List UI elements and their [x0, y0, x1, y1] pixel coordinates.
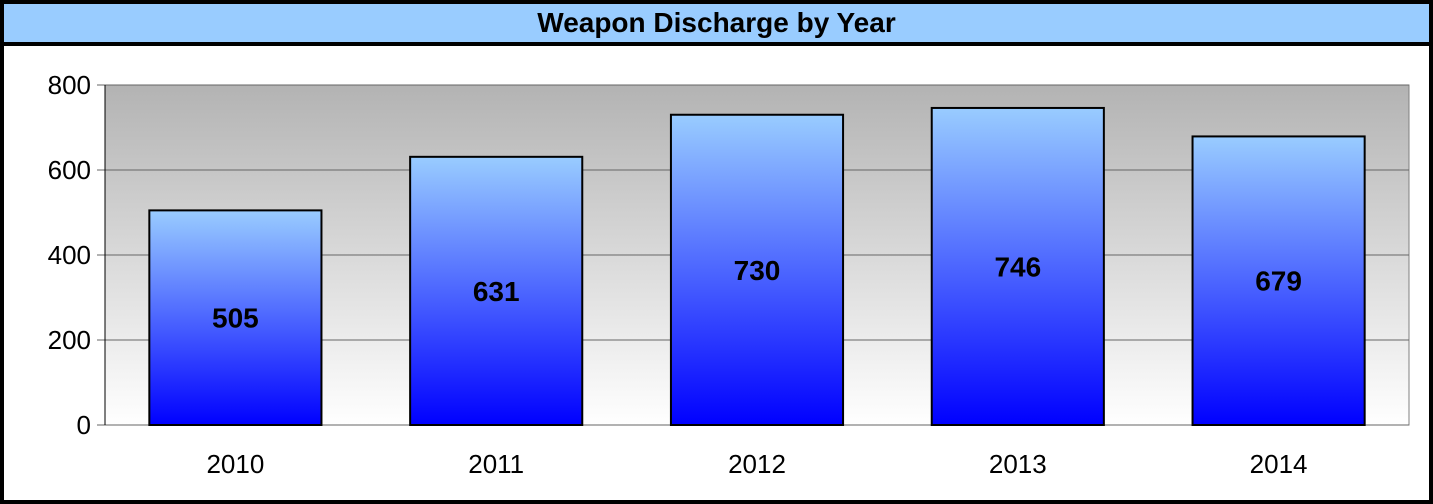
bar [409, 155, 584, 426]
x-tick-label: 2014 [1250, 449, 1308, 479]
x-tick-label: 2013 [989, 449, 1047, 479]
x-tick-label: 2012 [728, 449, 786, 479]
chart-title: Weapon Discharge by Year [4, 4, 1429, 46]
data-label: 746 [994, 251, 1041, 282]
y-tick-label: 0 [77, 410, 91, 440]
bar [930, 106, 1105, 426]
x-tick-label: 2010 [206, 449, 264, 479]
data-label: 679 [1255, 266, 1302, 297]
data-label: 505 [212, 303, 259, 334]
y-tick-label: 600 [48, 155, 91, 185]
data-label: 730 [734, 255, 781, 286]
x-tick-label: 2011 [468, 449, 524, 479]
bar [1191, 135, 1366, 427]
bar [148, 209, 323, 426]
data-label: 631 [473, 276, 520, 307]
y-tick-label: 400 [48, 240, 91, 270]
y-tick-label: 800 [48, 70, 91, 100]
y-tick-label: 200 [48, 325, 91, 355]
bar [669, 113, 845, 426]
